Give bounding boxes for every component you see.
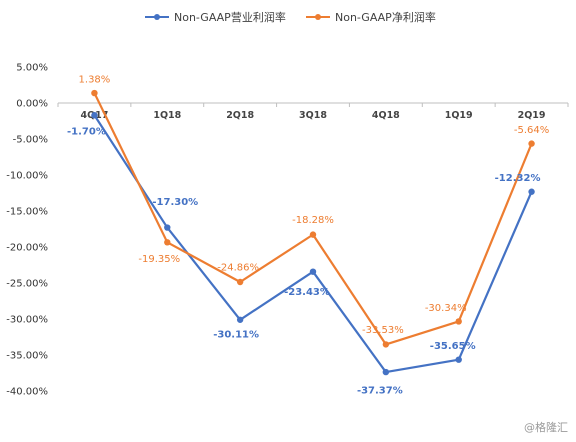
- data-labels: -1.70% -17.30% -30.11% -23.43% -37.37% -35.65…: [67, 75, 549, 397]
- data-label: 1.38%: [79, 75, 111, 86]
- data-label: -12.32%: [495, 173, 541, 184]
- data-point: [309, 268, 317, 275]
- y-tick-label: -35.00%: [6, 351, 48, 362]
- y-tick-label: -25.00%: [6, 279, 48, 290]
- data-label: -17.30%: [152, 197, 198, 208]
- x-tick-label: 1Q18: [153, 110, 181, 121]
- data-point: [528, 140, 535, 147]
- y-tick-label: -30.00%: [6, 315, 48, 326]
- data-label: -35.65%: [430, 341, 476, 352]
- data-label: -23.43%: [284, 287, 330, 298]
- y-tick-label: -10.00%: [6, 171, 48, 182]
- x-tick-label: 2Q18: [226, 110, 254, 121]
- watermark: @格隆汇: [524, 420, 568, 434]
- y-tick-label: -20.00%: [6, 243, 48, 254]
- legend-label: Non-GAAP净利润率: [335, 10, 436, 24]
- series-group: [91, 89, 535, 376]
- data-point: [309, 231, 317, 238]
- legend-label: Non-GAAP营业利润率: [174, 10, 286, 24]
- legend-marker: [315, 14, 321, 20]
- x-axis: 4Q171Q182Q183Q184Q181Q192Q19: [57, 102, 569, 121]
- data-label: -33.53%: [362, 325, 404, 336]
- data-label: -18.28%: [292, 215, 334, 226]
- series-line-0: [93, 114, 533, 374]
- legend-item: Non-GAAP营业利润率: [145, 10, 286, 24]
- data-point: [455, 318, 462, 325]
- y-axis: 5.00% 0.00% -5.00% -10.00% -15.00% -20.00% -25…: [6, 63, 48, 398]
- x-tick-label: 3Q18: [299, 110, 327, 121]
- data-point: [382, 368, 390, 376]
- data-label: -5.64%: [514, 125, 549, 136]
- data-label: -37.37%: [357, 386, 403, 397]
- data-point: [382, 341, 390, 348]
- data-label: -30.34%: [425, 303, 467, 314]
- y-tick-label: 5.00%: [16, 63, 48, 74]
- y-tick-label: -15.00%: [6, 207, 48, 218]
- data-point: [236, 316, 244, 323]
- data-label: -1.70%: [67, 127, 106, 138]
- data-point: [164, 224, 171, 231]
- data-label: -24.86%: [217, 262, 259, 273]
- data-label: -19.35%: [138, 254, 180, 265]
- x-tick-label: 1Q19: [445, 110, 473, 121]
- data-point: [455, 356, 462, 363]
- y-tick-label: -40.00%: [6, 387, 48, 398]
- y-tick-label: -5.00%: [13, 135, 48, 146]
- legend: Non-GAAP营业利润率 Non-GAAP净利润率: [145, 10, 436, 24]
- x-tick-label: 4Q18: [372, 110, 400, 121]
- data-point: [91, 112, 98, 119]
- data-point: [236, 278, 244, 286]
- data-point: [528, 188, 535, 195]
- legend-item: Non-GAAP净利润率: [306, 10, 436, 24]
- data-point: [91, 89, 98, 97]
- x-tick-label: 2Q19: [518, 110, 546, 121]
- data-label: -30.11%: [213, 329, 259, 340]
- legend-marker: [154, 14, 160, 20]
- data-point: [164, 239, 171, 246]
- y-tick-label: 0.00%: [16, 99, 48, 110]
